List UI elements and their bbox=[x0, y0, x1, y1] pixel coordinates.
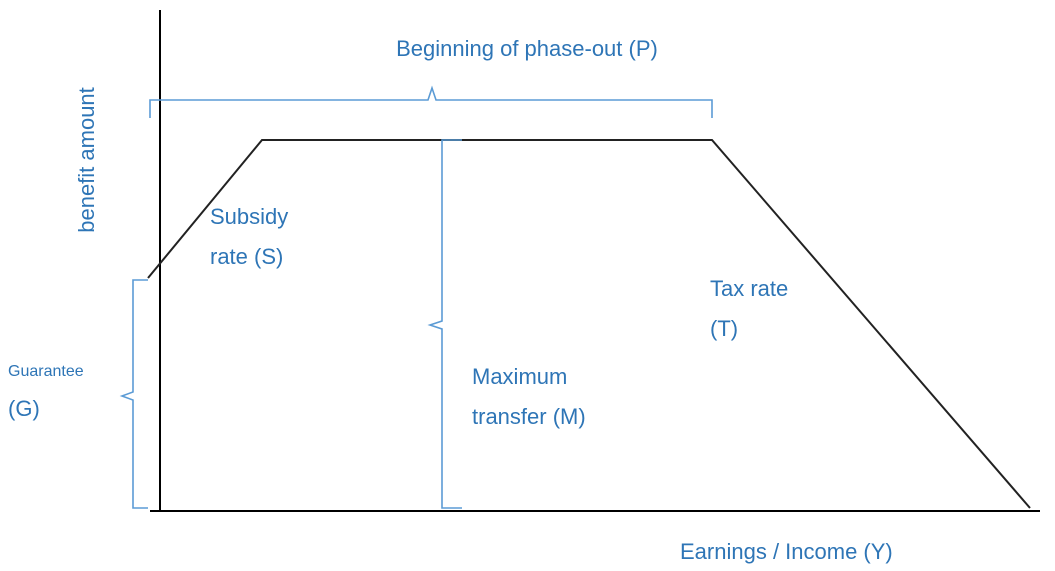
benefit-schedule bbox=[147, 139, 1031, 509]
y-axis-label: benefit amount bbox=[74, 87, 99, 233]
tax-rate-label: Tax rate bbox=[710, 276, 788, 301]
subsidy-label: Subsidy bbox=[210, 204, 288, 229]
phase-out-brace bbox=[149, 85, 713, 118]
x-axis-label: Earnings / Income (Y) bbox=[680, 539, 893, 564]
subsidy-label: rate (S) bbox=[210, 244, 283, 269]
guarantee-brace bbox=[119, 279, 148, 509]
maximum-transfer-label: Maximum bbox=[472, 364, 567, 389]
maximum-transfer-brace bbox=[427, 139, 462, 509]
phase-out-label: Beginning of phase-out (P) bbox=[396, 36, 658, 61]
tax-rate-label: (T) bbox=[710, 316, 738, 341]
guarantee-label: Guarantee bbox=[8, 363, 84, 380]
maximum-transfer-label: transfer (M) bbox=[472, 404, 586, 429]
guarantee-label: (G) bbox=[8, 396, 40, 421]
